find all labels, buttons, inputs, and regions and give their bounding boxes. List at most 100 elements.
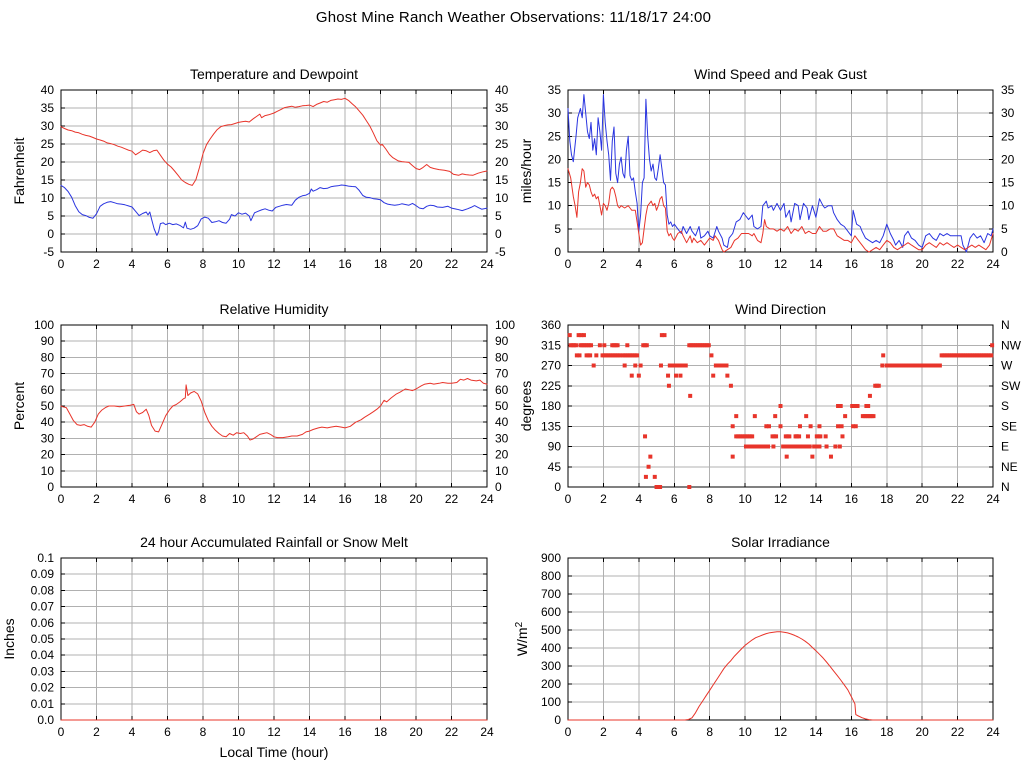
x-tick-label: 4 — [635, 725, 642, 739]
x-tick-label: 8 — [200, 492, 207, 506]
y-right-tick-label: 0 — [495, 227, 502, 241]
y-tick-label: 360 — [541, 318, 561, 332]
chart-title: Solar Irradiance — [731, 534, 830, 550]
y-right-tick-label: NW — [1001, 338, 1022, 352]
wind-direction-points-marker — [711, 373, 716, 378]
x-tick-label: 18 — [880, 725, 894, 739]
y-tick-label: 400 — [541, 641, 561, 655]
wind-direction-points-marker — [853, 424, 858, 429]
y-tick-label: 135 — [541, 419, 561, 433]
wind-direction-points-marker — [837, 444, 842, 449]
x-tick-label: 24 — [986, 492, 1000, 506]
wind-direction-points-marker — [618, 353, 623, 358]
y-tick-label: 15 — [548, 176, 562, 190]
x-tick-label: 2 — [600, 492, 607, 506]
y-right-tick-label: 10 — [495, 191, 509, 205]
wind-direction-points-marker — [773, 414, 778, 419]
y-tick-label: 180 — [541, 399, 561, 413]
wind-direction-points-marker — [808, 424, 813, 429]
y-tick-label: 35 — [41, 101, 55, 115]
x-axis-label: Local Time (hour) — [220, 744, 329, 760]
x-tick-label: 16 — [845, 725, 859, 739]
x-tick-label: 4 — [635, 257, 642, 271]
y-tick-label: 10 — [41, 191, 55, 205]
wind-direction-points-marker — [652, 474, 657, 479]
y-right-tick-label: 10 — [495, 464, 509, 478]
wind-direction-points-marker — [573, 343, 578, 348]
wind-direction-points-marker — [866, 404, 871, 408]
x-tick-label: 14 — [809, 492, 823, 506]
x-tick-label: 18 — [374, 725, 388, 739]
wind-direction-points-marker — [752, 414, 757, 419]
y-tick-label: 900 — [541, 551, 561, 565]
y-tick-label: 700 — [541, 587, 561, 601]
x-tick-label: 14 — [303, 257, 317, 271]
x-tick-label: 6 — [671, 492, 678, 506]
x-tick-label: 0 — [565, 492, 572, 506]
y-tick-label: 5 — [554, 222, 561, 236]
wind-direction-points-marker — [594, 353, 599, 358]
wind-direction-points-marker — [734, 414, 739, 419]
x-tick-label: 0 — [58, 257, 65, 271]
y-tick-label: 0.0 — [37, 713, 54, 727]
x-tick-label: 24 — [986, 725, 1000, 739]
y-tick-label: 0.09 — [31, 567, 55, 581]
x-tick-label: 24 — [480, 492, 494, 506]
wind-direction-points-marker — [629, 373, 634, 378]
y-right-tick-label: 10 — [1001, 199, 1015, 213]
x-tick-label: 12 — [267, 257, 281, 271]
wind-direction-points-marker — [836, 404, 841, 408]
y-tick-label: 40 — [41, 83, 55, 97]
chart-title: Temperature and Dewpoint — [190, 66, 358, 82]
y-axis-label: Percent — [11, 382, 27, 430]
wind-direction-points-marker — [833, 444, 838, 449]
wind-direction-points-marker — [636, 373, 641, 378]
x-tick-label: 2 — [93, 725, 100, 739]
y-tick-label: 0.04 — [31, 648, 55, 662]
y-tick-label: 10 — [41, 464, 55, 478]
x-tick-label: 0 — [565, 725, 572, 739]
wind-direction-points-marker — [839, 424, 844, 429]
wind-direction-points-marker — [937, 363, 942, 368]
wind-direction-points-marker — [574, 353, 579, 358]
x-tick-label: 6 — [164, 492, 171, 506]
x-tick-label: 16 — [338, 492, 352, 506]
x-tick-label: 2 — [600, 725, 607, 739]
x-tick-label: 12 — [774, 257, 788, 271]
wind-direction-points-marker — [778, 404, 783, 408]
wind-direction-points-marker — [778, 424, 783, 429]
wind-direction-points-marker — [643, 434, 648, 439]
y-right-tick-label: E — [1001, 440, 1009, 454]
y-tick-label: 90 — [548, 440, 562, 454]
y-tick-label: 20 — [548, 152, 562, 166]
y-tick-label: 30 — [41, 119, 55, 133]
x-tick-label: 24 — [986, 257, 1000, 271]
wind-direction-points-marker — [790, 444, 795, 449]
y-right-tick-label: 30 — [495, 431, 509, 445]
x-tick-label: 12 — [267, 725, 281, 739]
wind-direction-points-marker — [824, 444, 829, 449]
x-tick-label: 22 — [445, 492, 459, 506]
x-tick-label: 16 — [338, 257, 352, 271]
wind-direction-points-marker — [805, 444, 810, 449]
y-tick-label: 0 — [47, 227, 54, 241]
x-tick-label: 4 — [129, 257, 136, 271]
x-tick-label: 10 — [232, 492, 246, 506]
dewpoint-line — [60, 184, 488, 236]
wind-direction-points-marker — [730, 454, 735, 459]
y-right-tick-label: 80 — [495, 350, 509, 364]
wind-direction-points-marker — [787, 434, 792, 439]
y-tick-label: 0.02 — [31, 681, 55, 695]
y-right-tick-label: 15 — [495, 173, 509, 187]
wind-direction-points-marker — [880, 363, 885, 368]
y-right-tick-label: 40 — [495, 415, 509, 429]
x-tick-label: 16 — [845, 257, 859, 271]
x-tick-label: 4 — [129, 492, 136, 506]
y-right-tick-label: 90 — [495, 334, 509, 348]
x-tick-label: 8 — [200, 725, 207, 739]
wind-direction-points-marker — [751, 444, 756, 449]
wind-direction-points-marker — [823, 434, 828, 439]
y-tick-label: 315 — [541, 338, 561, 352]
page-title: Ghost Mine Ranch Weather Observations: 1… — [315, 9, 712, 26]
